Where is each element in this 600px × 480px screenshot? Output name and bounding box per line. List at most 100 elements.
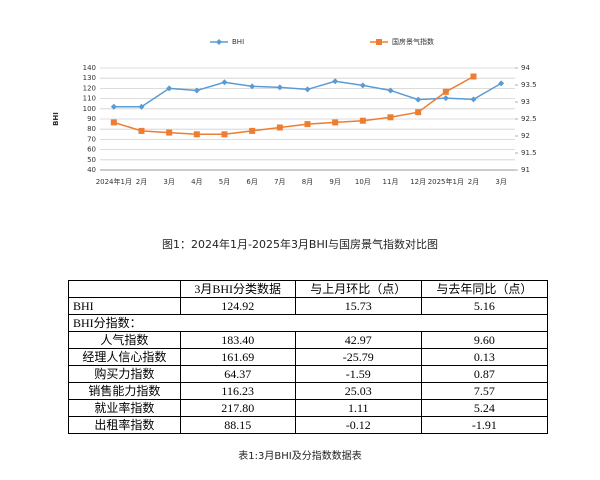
y2-tick-label: 93 [521,98,530,106]
table-cell: 15.73 [294,297,422,315]
point [193,87,200,94]
table-cell: 1.11 [294,399,422,417]
y2-tick-label: 94 [521,64,530,72]
table-cell: 42.97 [294,331,422,349]
point [442,95,449,102]
table-cell: 116.23 [179,382,296,400]
y-tick-label: 80 [87,125,96,133]
point [276,124,283,131]
table-cell: 出租率指数 [68,416,181,434]
x-tick-label: 2024年1月 [96,177,132,186]
table-row: 销售能力指数 116.23 25.03 7.57 [68,382,549,400]
x-tick-label: 9月 [329,178,340,186]
point [138,103,145,110]
table-caption: 表1:3月BHI及分指数数据表 [238,451,362,462]
x-tick-label: 11月 [383,178,399,186]
point [110,119,117,126]
y-tick-label: 100 [83,105,96,113]
table-cell: 人气指数 [68,331,181,349]
table-cell: -1.91 [420,416,549,434]
x-tick-label: 6月 [246,178,257,186]
table-cell: 7.57 [420,382,549,400]
table-cell: BHI分指数： [68,314,548,332]
point [221,131,228,138]
y-tick-label: 90 [87,115,96,123]
y-tick-label: 50 [87,156,96,164]
y-tick-label: 40 [87,166,96,174]
table-row: 人气指数 183.40 42.97 9.60 [68,331,549,349]
x-tick-label: 8月 [302,178,313,186]
point [304,121,311,128]
table-cell: BHI [68,297,181,315]
table-row: 出租率指数 88.15 -0.12 -1.91 [68,416,549,434]
point [249,83,256,90]
table-cell: 161.69 [179,348,296,366]
point [138,127,145,134]
table-row: 3月BHI分类数据 与上月环比（点） 与去年同比（点） [68,280,549,298]
table-cell: 3月BHI分类数据 [179,280,296,298]
table-cell: 183.40 [179,331,296,349]
y-tick-label: 70 [87,135,96,143]
figure-caption: 图1：2024年1月-2025年3月BHI与国房景气指数对比图 [161,238,438,251]
table-cell: 5.16 [420,297,549,315]
legend-label: 国房景气指数 [392,37,434,46]
x-tick-label: 2月 [136,178,147,186]
table-cell: -0.12 [294,416,422,434]
y2-tick-label: 92.5 [521,115,537,123]
x-tick-label: 7月 [274,178,285,186]
table-row: 经理人信心指数 161.69 -25.79 0.13 [68,348,549,366]
point [193,131,200,138]
point [110,103,117,110]
point [470,73,477,80]
y-axis-label: BHI [52,112,60,126]
point [249,127,256,134]
table-row: 购买力指数 64.37 -1.59 0.87 [68,365,549,383]
x-tick-label: 5月 [219,178,230,186]
chart: 40 50 60 70 80 90 100 110 120 130 140 91 91.5 92 92.5 9… [52,37,537,186]
table-cell: 0.87 [420,365,549,383]
legend-marker [376,39,382,45]
point [442,88,449,95]
x-tick-label: 4月 [191,178,202,186]
table-cell: -1.59 [294,365,422,383]
y-tick-label: 140 [83,64,96,72]
series-line [113,75,474,136]
y-tick-label: 110 [83,95,96,103]
point [332,119,339,126]
legend-label: BHI [232,38,244,46]
table-cell: 与上月环比（点） [294,280,422,298]
table-cell: 就业率指数 [68,399,181,417]
table-row: BHI分指数： [68,314,548,332]
x-tick-label: 10月 [355,178,371,186]
point [221,79,228,86]
table-cell: 124.92 [179,297,296,315]
y-tick-label: 120 [83,84,96,92]
point [166,85,173,92]
point [387,114,394,121]
point [470,96,477,103]
point [415,109,422,116]
y2-tick-label: 92 [521,132,530,140]
point [304,86,311,93]
y-tick-label: 130 [83,74,96,82]
table-cell: 经理人信心指数 [68,348,181,366]
y-tick-label: 60 [87,146,96,154]
table-row: BHI 124.92 15.73 5.16 [68,297,549,315]
point [498,80,505,87]
table-cell: 与去年同比（点） [420,280,549,298]
data-table: 3月BHI分类数据 与上月环比（点） 与去年同比（点） BHI 124.92 15.73 5… [68,280,549,434]
x-tick-label: 2月 [468,178,479,186]
table-cell: 25.03 [294,382,422,400]
y2-tick-label: 93.5 [521,81,537,89]
point [332,78,339,85]
x-tick-label: 2025年1月 [428,177,464,186]
table-cell: 64.37 [179,365,296,383]
legend-marker [216,39,222,45]
table-cell [68,280,181,298]
table-cell: 0.13 [420,348,549,366]
table-cell: 5.24 [420,399,549,417]
table-cell: -25.79 [294,348,422,366]
point [387,87,394,94]
point [359,82,366,89]
